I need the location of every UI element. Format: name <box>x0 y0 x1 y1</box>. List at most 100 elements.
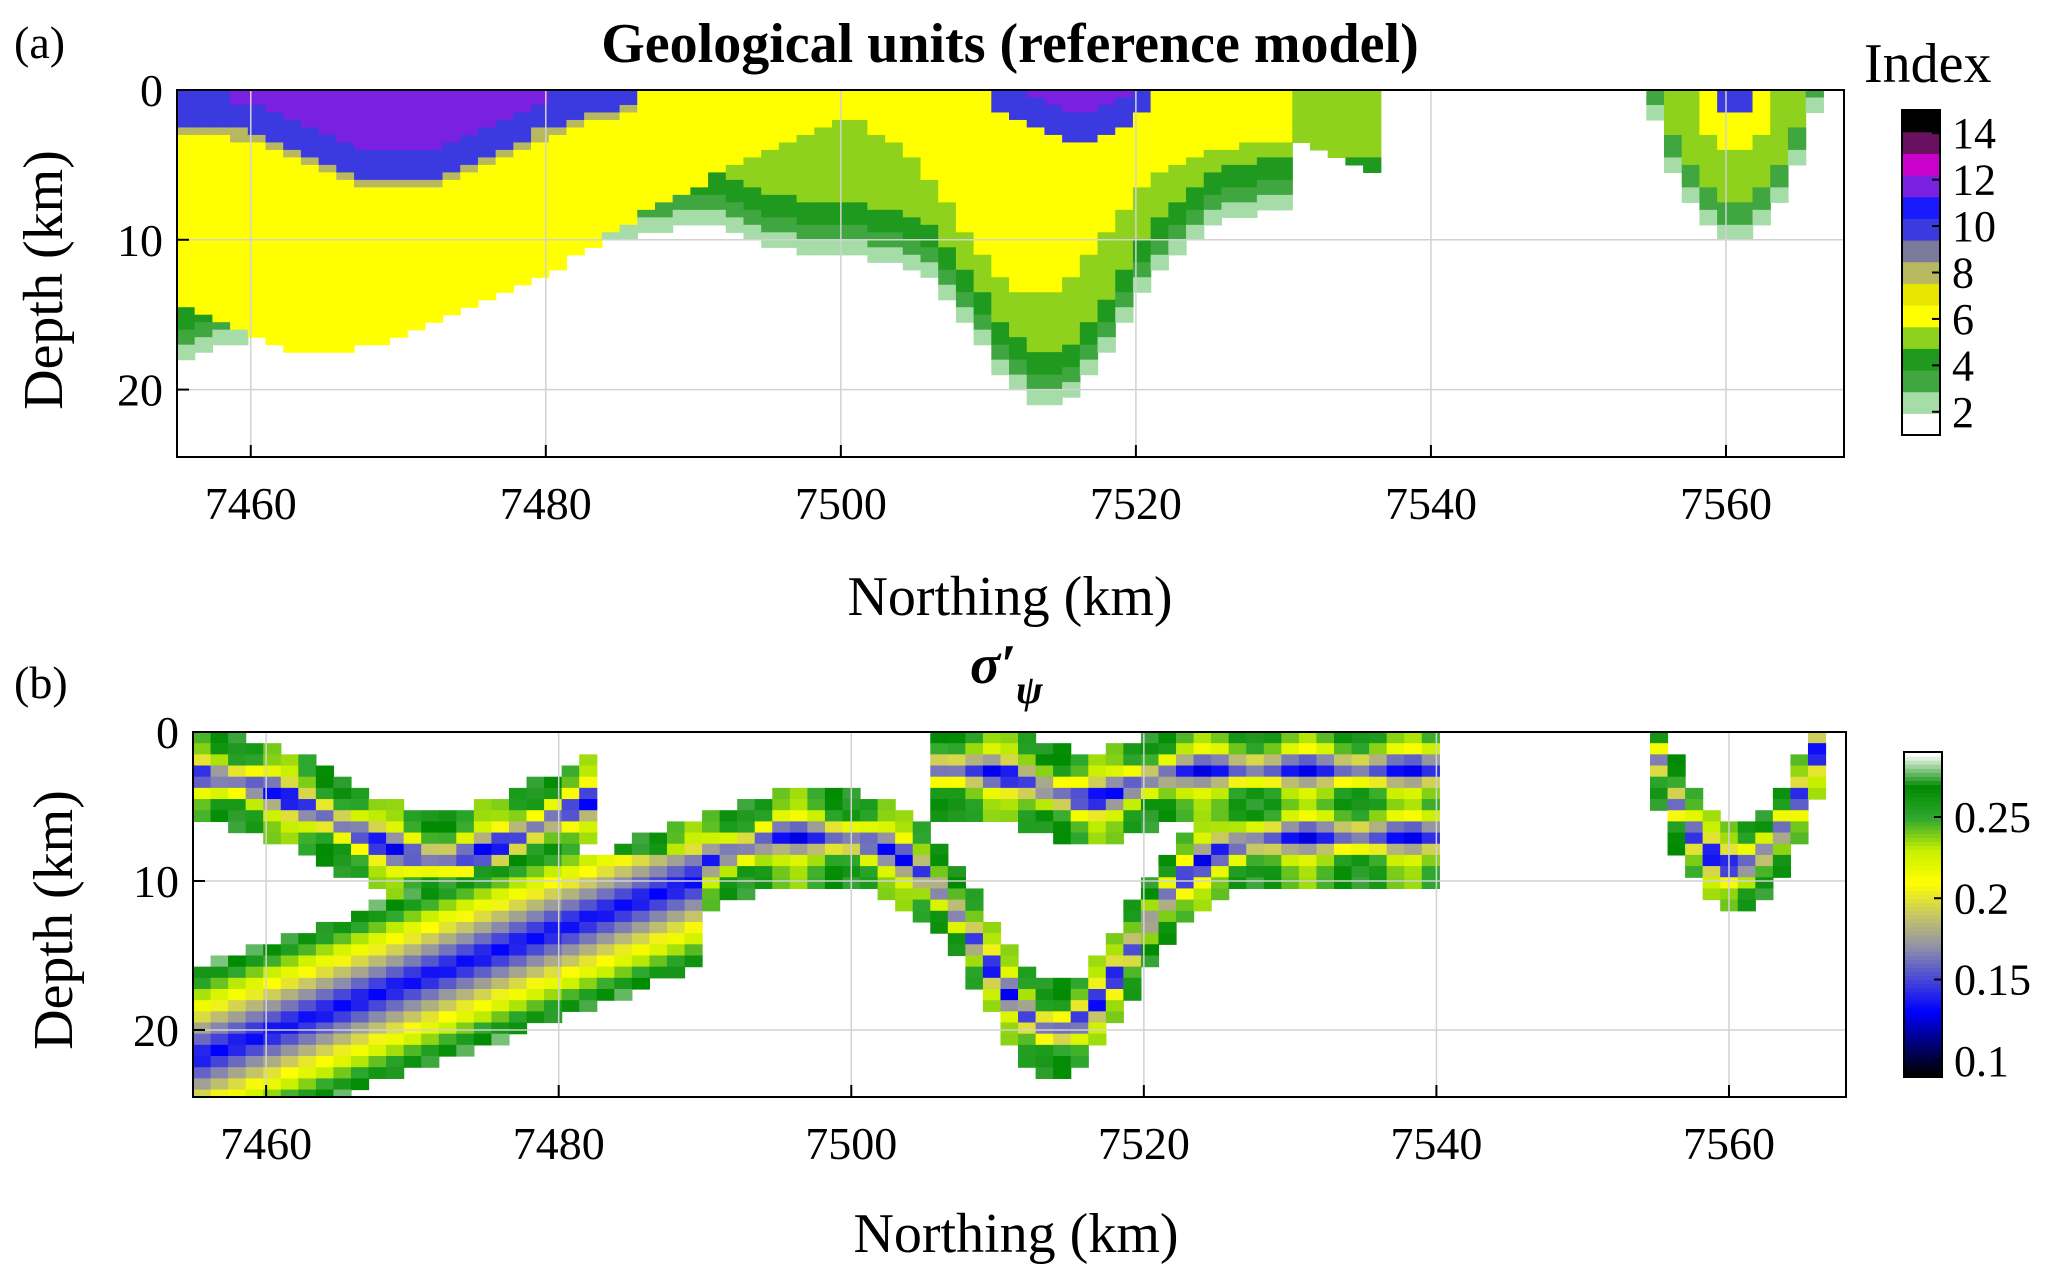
sigma-cell <box>1211 776 1230 789</box>
unit-cell <box>531 262 550 271</box>
unit-cell <box>955 149 975 159</box>
unit-cell <box>1734 134 1754 144</box>
unit-cell <box>1327 112 1346 121</box>
unit-cell <box>619 209 638 218</box>
sigma-cell <box>1070 1056 1089 1068</box>
sigma-cell <box>386 910 405 923</box>
unit-cell <box>1752 209 1771 218</box>
sigma-cell <box>1158 754 1177 767</box>
unit-cell <box>902 217 922 226</box>
unit-cell <box>477 127 497 136</box>
unit-cell <box>796 202 815 211</box>
unit-cell <box>1115 247 1134 256</box>
sigma-cell <box>544 977 563 990</box>
unit-cell <box>247 104 267 114</box>
unit-cell <box>1186 142 1205 151</box>
sigma-cell <box>596 899 615 912</box>
unit-cell <box>814 149 833 159</box>
unit-cell <box>1079 127 1099 136</box>
unit-cell <box>1345 134 1364 144</box>
sigma-cell <box>315 1011 335 1024</box>
unit-cell <box>1097 157 1116 166</box>
colorbar-b-swatch <box>1904 1056 1942 1062</box>
sigma-cell <box>508 854 528 867</box>
unit-cell <box>1079 344 1099 353</box>
unit-cell <box>1168 247 1187 256</box>
sigma-cell <box>930 765 949 778</box>
unit-cell <box>460 134 479 144</box>
sigma-cell <box>263 977 282 990</box>
unit-cell <box>1026 367 1046 376</box>
sigma-cell <box>193 1078 212 1091</box>
unit-cell <box>796 134 815 144</box>
sigma-cell <box>1685 787 1704 800</box>
sigma-cell <box>386 1022 405 1035</box>
unit-cell <box>796 239 815 248</box>
unit-cell <box>477 142 497 151</box>
unit-cell <box>548 202 568 211</box>
unit-cell <box>1186 172 1205 181</box>
unit-cell <box>424 254 444 263</box>
unit-cell <box>371 322 391 331</box>
sigma-cell <box>333 1022 352 1035</box>
sigma-cell <box>473 988 493 1001</box>
unit-cell <box>1062 389 1081 398</box>
unit-cell <box>407 157 426 166</box>
sigma-cell <box>350 843 370 856</box>
sigma-cell <box>982 944 1002 957</box>
unit-cell <box>1079 254 1099 263</box>
unit-cell <box>1664 112 1683 121</box>
sigma-cell <box>1685 843 1704 856</box>
unit-cell <box>1044 359 1063 368</box>
unit-cell <box>460 232 479 241</box>
unit-cell <box>283 344 302 353</box>
unit-cell <box>1026 217 1046 226</box>
sigma-cell <box>1281 832 1300 845</box>
sigma-cell <box>350 910 370 923</box>
unit-cell <box>1026 179 1046 188</box>
unit-cell <box>318 164 337 173</box>
sigma-cell <box>807 866 826 878</box>
sigma-cell <box>1018 732 1037 744</box>
unit-cell <box>1062 179 1081 188</box>
unit-cell <box>885 254 904 263</box>
unit-cell <box>442 187 461 196</box>
unit-cell <box>1664 164 1683 173</box>
sigma-cell <box>824 877 844 890</box>
sigma-cell <box>579 832 598 845</box>
sigma-cell <box>789 866 808 878</box>
sigma-cell <box>544 899 563 912</box>
unit-cell <box>1132 269 1152 278</box>
unit-cell <box>265 202 284 211</box>
sigma-cell <box>684 821 703 834</box>
sigma-cell <box>1018 1000 1037 1012</box>
unit-cell <box>1150 164 1169 173</box>
unit-cell <box>938 187 957 196</box>
unit-cell <box>212 254 231 263</box>
unit-cell <box>1168 217 1187 226</box>
unit-cell <box>1026 104 1046 114</box>
unit-cell <box>407 284 426 293</box>
sigma-cell <box>491 966 510 979</box>
sigma-cell <box>403 877 422 890</box>
unit-cell <box>531 202 550 211</box>
sigma-cell <box>1176 899 1195 912</box>
unit-cell <box>495 262 514 271</box>
sigma-cell <box>1088 787 1107 800</box>
unit-cell <box>1664 134 1683 144</box>
sigma-cell <box>1667 843 1686 856</box>
unit-cell <box>637 209 656 218</box>
unit-cell <box>442 217 461 226</box>
unit-cell <box>690 209 709 218</box>
unit-cell <box>1097 292 1116 301</box>
unit-cell <box>230 179 249 188</box>
sigma-cell <box>263 810 282 822</box>
sigma-cell <box>1228 854 1247 867</box>
unit-cell <box>654 217 674 226</box>
unit-cell <box>885 247 904 256</box>
sigma-cell <box>1211 854 1230 867</box>
unit-cell <box>513 239 532 248</box>
unit-cell <box>1079 209 1099 218</box>
unit-cell <box>407 194 426 203</box>
unit-cell <box>1168 119 1187 129</box>
